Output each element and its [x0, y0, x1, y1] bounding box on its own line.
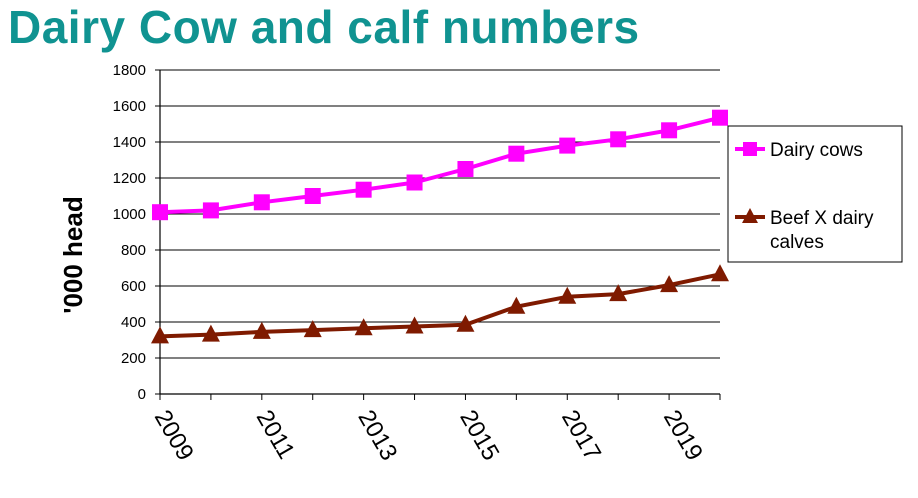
- y-tick-label-1600: 1600: [113, 98, 146, 115]
- point-dairy-cows-2015: [457, 161, 474, 177]
- y-tick-labels: 0 200 400 600 800 1000 1200 1400 1600 1800: [113, 62, 146, 403]
- point-dairy-cows-2011: [253, 194, 270, 211]
- x-tick-labels: 2009 2011 2013 2015 2017 2019: [149, 406, 708, 466]
- y-tick-label-1800: 1800: [113, 62, 146, 79]
- y-tick-label-1000: 1000: [113, 206, 146, 223]
- point-dairy-cows-2014: [406, 174, 423, 191]
- point-beef-calves-2011: [252, 321, 271, 339]
- point-dairy-cows-2017: [559, 137, 576, 154]
- point-dairy-cows-2016: [508, 145, 525, 162]
- point-dairy-cows-2012: [304, 188, 321, 204]
- legend-beef-calves-label-line1: Beef X dairy: [770, 208, 874, 229]
- x-tick-label-2009: 2009: [149, 406, 199, 466]
- point-dairy-cows-2020: [712, 109, 728, 126]
- series-line-beef-calves: [159, 272, 721, 339]
- y-tick-label-400: 400: [121, 314, 146, 331]
- x-tick-label-2013: 2013: [352, 406, 402, 466]
- legend-beef-calves-marker: [742, 208, 758, 223]
- gridlines: [160, 69, 720, 395]
- point-beef-calves-2010: [201, 324, 220, 342]
- legend-dairy-cows-label: Dairy cows: [770, 140, 863, 161]
- point-beef-calves-2020: [711, 264, 729, 282]
- y-tick-label-200: 200: [121, 350, 146, 367]
- point-dairy-cows-2018: [610, 131, 627, 148]
- point-beef-calves-2009: [151, 326, 169, 344]
- point-dairy-cows-2010: [202, 202, 219, 219]
- point-beef-calves-2018: [609, 284, 628, 302]
- y-tick-label-800: 800: [121, 242, 146, 259]
- point-beef-calves-2019: [660, 275, 679, 293]
- series-line-dairy-cows: [159, 115, 721, 215]
- point-beef-calves-2014: [405, 316, 424, 334]
- point-beef-calves-2013: [354, 318, 373, 336]
- y-tick-label-600: 600: [121, 278, 146, 295]
- point-beef-calves-2017: [558, 286, 577, 304]
- y-axis-label: '000 head: [58, 196, 88, 313]
- x-tick-label-2011: 2011: [251, 406, 300, 464]
- point-dairy-cows-2019: [661, 122, 678, 139]
- legend-dairy-cows-marker: [743, 142, 757, 156]
- point-beef-calves-2016: [507, 296, 526, 314]
- page-title: Dairy Cow and calf numbers: [8, 1, 640, 53]
- y-tick-label-1400: 1400: [113, 134, 146, 151]
- point-dairy-cows-2009: [152, 204, 168, 221]
- point-beef-calves-2015: [456, 314, 475, 332]
- point-dairy-cows-2013: [355, 181, 372, 198]
- axes: [155, 69, 721, 400]
- x-tick-label-2019: 2019: [658, 406, 708, 466]
- y-tick-label-0: 0: [138, 386, 146, 403]
- y-tick-label-1200: 1200: [113, 170, 146, 187]
- x-tick-label-2017: 2017: [556, 406, 606, 466]
- legend: Dairy cows Beef X dairy calves: [727, 125, 903, 263]
- point-beef-calves-2012: [303, 320, 322, 338]
- series-group: [151, 109, 729, 344]
- legend-beef-calves-label-line2: calves: [770, 232, 824, 253]
- x-tick-label-2015: 2015: [454, 406, 504, 466]
